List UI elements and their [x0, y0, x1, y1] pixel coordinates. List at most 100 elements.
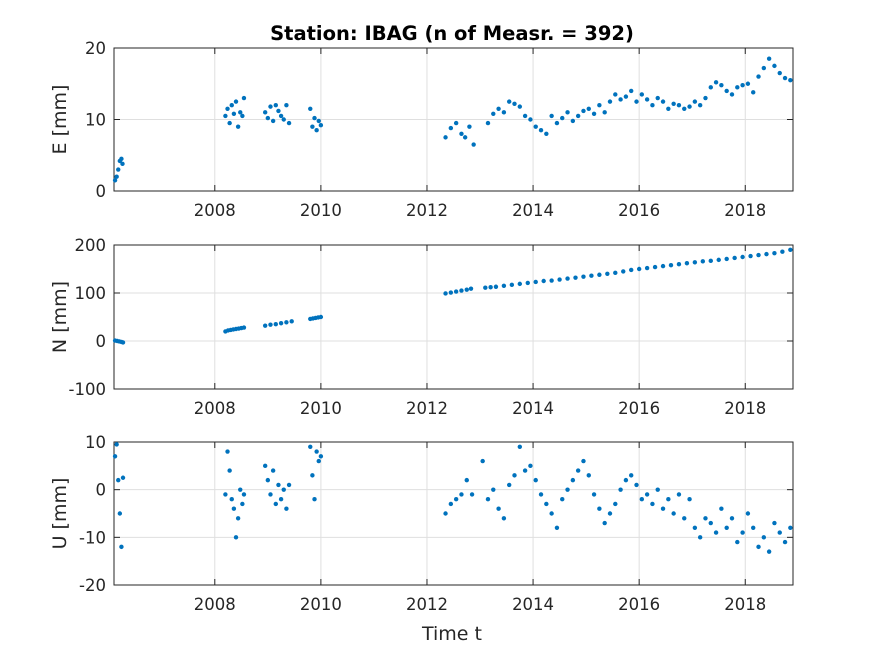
data-point [120, 161, 125, 167]
data-point [289, 319, 294, 324]
data-point [697, 535, 703, 540]
data-point [575, 113, 581, 119]
data-point [782, 539, 788, 545]
data-point [483, 285, 488, 290]
data-point [660, 99, 666, 104]
data-point [602, 110, 607, 115]
data-point [660, 506, 666, 511]
data-point [729, 92, 735, 97]
data-point [485, 120, 491, 126]
data-point [676, 492, 682, 497]
data-point [644, 97, 650, 102]
data-point [453, 289, 459, 294]
data-point [525, 280, 530, 286]
data-point [459, 288, 464, 293]
data-point [660, 263, 666, 269]
data-point [443, 511, 448, 516]
data-point [629, 267, 634, 273]
data-point [618, 97, 623, 102]
x-tick-label: 2016 [618, 399, 660, 418]
data-point [506, 482, 512, 488]
data-point [676, 262, 682, 267]
data-point [509, 282, 515, 288]
data-point [788, 247, 793, 252]
data-point [560, 115, 565, 121]
data-point [459, 131, 464, 136]
data-point [719, 506, 724, 511]
data-point [724, 88, 729, 94]
x-tick-label: 2010 [300, 595, 342, 614]
data-point [586, 106, 591, 111]
data-points-e [112, 56, 793, 183]
data-point [112, 454, 118, 459]
data-point [761, 535, 767, 540]
x-axis-label: Time t [421, 623, 482, 645]
data-point [240, 501, 245, 507]
data-point [788, 77, 793, 83]
data-point [120, 340, 126, 345]
data-point [780, 249, 785, 254]
data-point [708, 520, 713, 526]
data-point [735, 539, 740, 545]
data-point [240, 113, 245, 119]
x-tick-label: 2012 [406, 399, 448, 418]
data-point [235, 516, 241, 521]
data-point [117, 511, 123, 516]
data-point [644, 265, 650, 271]
data-point [318, 454, 324, 459]
data-point [229, 103, 234, 108]
data-point [517, 444, 523, 449]
data-point [496, 506, 501, 511]
y-axis-label-e: E [mm] [49, 85, 71, 155]
data-point [597, 272, 602, 277]
data-point [745, 81, 751, 86]
data-point [777, 530, 782, 535]
data-point [729, 516, 735, 521]
data-point [308, 106, 313, 111]
x-tick-label: 2016 [618, 595, 660, 614]
data-point [565, 487, 570, 492]
data-point [464, 287, 469, 292]
data-point [278, 497, 284, 502]
data-point [318, 314, 324, 320]
data-point [506, 99, 512, 104]
data-point [713, 80, 719, 85]
data-point [316, 458, 321, 464]
data-point [512, 473, 517, 478]
data-point [270, 118, 276, 124]
panel-u: 2008 2010 2012 2014 2016 2018 -20 -10 0 10 U [mm] [49, 433, 794, 614]
data-point [544, 131, 549, 136]
data-point [666, 497, 671, 502]
data-point [565, 276, 570, 281]
data-point [573, 275, 578, 280]
y-tick-label: 0 [96, 332, 107, 351]
data-point [284, 103, 289, 108]
data-point [270, 468, 276, 473]
panel-n: 2008 2010 2012 2014 2016 2018 -100 0 100 200 N [mm… [49, 236, 794, 418]
x-tick-label: 2008 [194, 595, 236, 614]
data-point [278, 321, 284, 326]
data-point [644, 492, 650, 497]
data-point [597, 506, 602, 511]
data-points-n [112, 247, 793, 345]
data-point [485, 497, 491, 502]
data-point [314, 128, 319, 133]
data-point [231, 506, 237, 511]
data-point [549, 511, 554, 516]
data-point [766, 56, 772, 61]
data-point [265, 477, 271, 483]
data-point [469, 492, 475, 497]
y-tick-label: 10 [85, 111, 106, 130]
data-point [538, 128, 544, 133]
data-point [310, 124, 315, 129]
data-point [284, 320, 289, 325]
data-point [570, 118, 576, 124]
data-point [223, 492, 228, 497]
data-point [766, 549, 772, 554]
data-point [467, 124, 472, 129]
y-tick-label: 200 [75, 236, 107, 255]
data-point [777, 70, 782, 76]
data-point [273, 501, 278, 507]
data-point [613, 501, 618, 507]
data-point [233, 99, 239, 104]
